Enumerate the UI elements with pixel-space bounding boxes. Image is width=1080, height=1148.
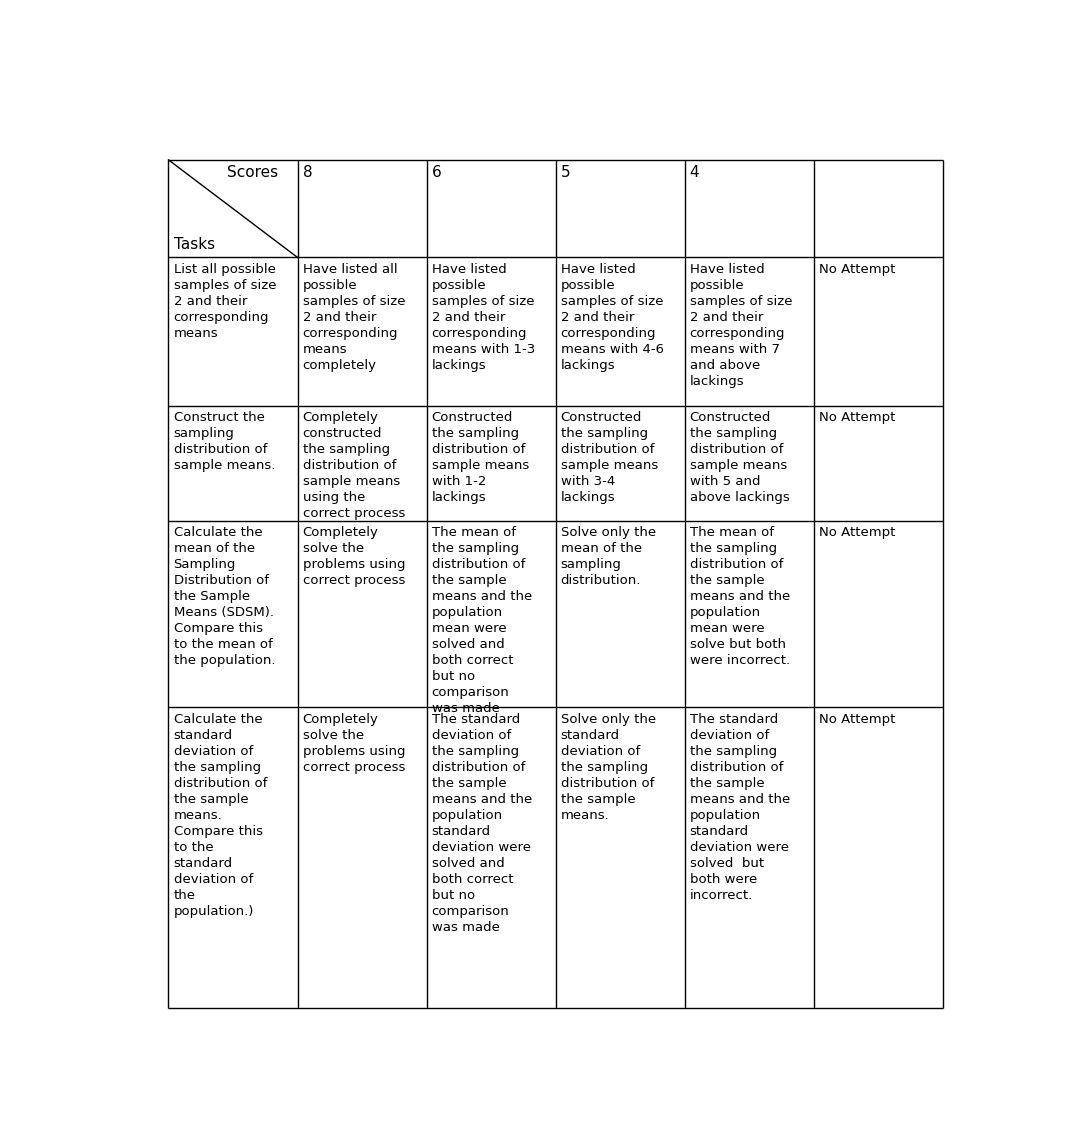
Text: Calculate the
standard
deviation of
the sampling
distribution of
the sample
mean: Calculate the standard deviation of the … <box>174 713 267 917</box>
Text: 5: 5 <box>561 165 570 180</box>
Text: No Attempt: No Attempt <box>819 263 895 276</box>
Text: Have listed
possible
samples of size
2 and their
corresponding
means with 1-3
la: Have listed possible samples of size 2 a… <box>432 263 535 372</box>
Text: The standard
deviation of
the sampling
distribution of
the sample
means and the
: The standard deviation of the sampling d… <box>432 713 531 933</box>
Text: No Attempt: No Attempt <box>819 526 895 538</box>
Text: Constructed
the sampling
distribution of
sample means
with 5 and
above lackings: Constructed the sampling distribution of… <box>690 411 789 504</box>
Text: Solve only the
standard
deviation of
the sampling
distribution of
the sample
mea: Solve only the standard deviation of the… <box>561 713 656 822</box>
Text: Scores: Scores <box>227 165 278 180</box>
Text: 8: 8 <box>302 165 312 180</box>
Text: Solve only the
mean of the
sampling
distribution.: Solve only the mean of the sampling dist… <box>561 526 656 587</box>
Text: Construct the
sampling
distribution of
sample means.: Construct the sampling distribution of s… <box>174 411 275 472</box>
Text: No Attempt: No Attempt <box>819 411 895 425</box>
Text: The standard
deviation of
the sampling
distribution of
the sample
means and the
: The standard deviation of the sampling d… <box>690 713 789 901</box>
Text: Constructed
the sampling
distribution of
sample means
with 3-4
lackings: Constructed the sampling distribution of… <box>561 411 658 504</box>
Text: 6: 6 <box>432 165 442 180</box>
Text: No Attempt: No Attempt <box>819 713 895 726</box>
Text: 4: 4 <box>690 165 699 180</box>
Text: The mean of
the sampling
distribution of
the sample
means and the
population
mea: The mean of the sampling distribution of… <box>690 526 789 667</box>
Text: Completely
solve the
problems using
correct process: Completely solve the problems using corr… <box>302 526 405 587</box>
Text: Have listed
possible
samples of size
2 and their
corresponding
means with 4-6
la: Have listed possible samples of size 2 a… <box>561 263 663 372</box>
Text: Have listed
possible
samples of size
2 and their
corresponding
means with 7
and : Have listed possible samples of size 2 a… <box>690 263 792 388</box>
Text: Have listed all
possible
samples of size
2 and their
corresponding
means
complet: Have listed all possible samples of size… <box>302 263 405 372</box>
Text: Calculate the
mean of the
Sampling
Distribution of
the Sample
Means (SDSM).
Comp: Calculate the mean of the Sampling Distr… <box>174 526 275 667</box>
Text: The mean of
the sampling
distribution of
the sample
means and the
population
mea: The mean of the sampling distribution of… <box>432 526 531 715</box>
Text: List all possible
samples of size
2 and their
corresponding
means: List all possible samples of size 2 and … <box>174 263 276 340</box>
Text: Completely
constructed
the sampling
distribution of
sample means
using the
corre: Completely constructed the sampling dist… <box>302 411 405 520</box>
Text: Constructed
the sampling
distribution of
sample means
with 1-2
lackings: Constructed the sampling distribution of… <box>432 411 529 504</box>
Text: Tasks: Tasks <box>174 238 215 253</box>
Text: Completely
solve the
problems using
correct process: Completely solve the problems using corr… <box>302 713 405 774</box>
